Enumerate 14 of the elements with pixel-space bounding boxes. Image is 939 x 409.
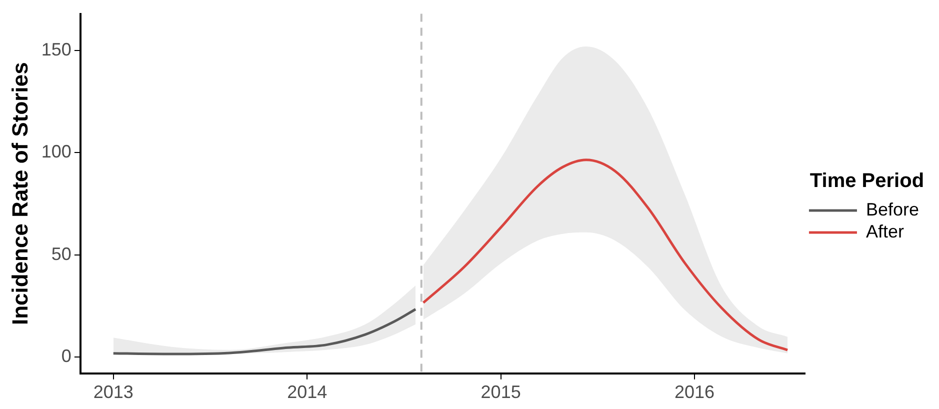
y-tick-label: 0 — [61, 346, 72, 366]
x-tick-label: 2013 — [93, 382, 134, 402]
legend-label: Before — [866, 199, 920, 220]
line-series — [422, 158, 789, 352]
x-tick-label: 2016 — [674, 382, 715, 402]
y-tick-label: 150 — [41, 40, 72, 60]
legend-label: After — [866, 221, 904, 242]
y-axis-title: Incidence Rate of Stories — [7, 62, 32, 326]
y-tick-label: 50 — [51, 244, 72, 264]
line-series — [112, 308, 417, 356]
legend-title: Time Period — [810, 170, 924, 192]
x-tick-label: 2015 — [480, 382, 521, 402]
y-tick-label: 100 — [41, 142, 72, 162]
x-tick-label: 2014 — [287, 382, 328, 402]
